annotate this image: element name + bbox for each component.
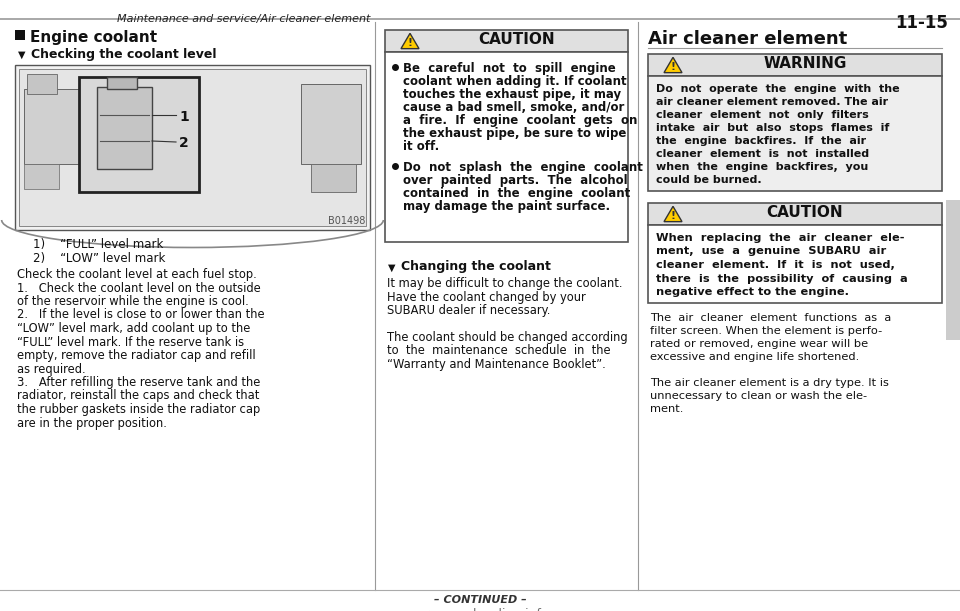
Bar	[107, 77, 137, 89]
Text: B01498: B01498	[327, 216, 365, 226]
Text: cause a bad smell, smoke, and/or: cause a bad smell, smoke, and/or	[403, 101, 624, 114]
Text: of the reservoir while the engine is cool.: of the reservoir while the engine is coo…	[17, 295, 249, 308]
Polygon shape	[401, 34, 419, 49]
Text: carmanualsonline.info: carmanualsonline.info	[411, 608, 549, 611]
Text: could be burned.: could be burned.	[656, 175, 761, 185]
Text: Checking the coolant level: Checking the coolant level	[31, 48, 217, 61]
Bar	[946, 200, 960, 340]
Text: 3.   After refilling the reserve tank and the: 3. After refilling the reserve tank and …	[17, 376, 260, 389]
Text: the  engine  backfires.  If  the  air: the engine backfires. If the air	[656, 136, 866, 146]
Text: Do  not  splash  the  engine  coolant: Do not splash the engine coolant	[403, 161, 643, 174]
Bar	[385, 30, 628, 52]
Text: 2.   If the level is close to or lower than the: 2. If the level is close to or lower tha…	[17, 309, 265, 321]
Text: negative effect to the engine.: negative effect to the engine.	[656, 287, 849, 297]
Text: filter screen. When the element is perfo-: filter screen. When the element is perfo…	[650, 326, 882, 336]
Bar	[24, 164, 59, 189]
Polygon shape	[664, 57, 682, 73]
Text: rated or removed, engine wear will be: rated or removed, engine wear will be	[650, 339, 868, 349]
Bar	[97, 87, 152, 169]
Bar	[79, 77, 199, 192]
Bar	[648, 76, 942, 191]
Text: 11-15: 11-15	[895, 14, 948, 32]
Text: 2)    “LOW” level mark: 2) “LOW” level mark	[33, 252, 165, 265]
Bar	[648, 225, 942, 303]
Text: “Warranty and Maintenance Booklet”.: “Warranty and Maintenance Booklet”.	[387, 358, 606, 371]
Text: Maintenance and service/Air cleaner element: Maintenance and service/Air cleaner elem…	[116, 14, 370, 24]
Text: ment,  use  a  genuine  SUBARU  air: ment, use a genuine SUBARU air	[656, 246, 886, 257]
Text: CAUTION: CAUTION	[478, 32, 555, 47]
Text: !: !	[671, 211, 676, 221]
Polygon shape	[664, 207, 682, 222]
Text: !: !	[671, 62, 676, 72]
Text: 1)    “FULL” level mark: 1) “FULL” level mark	[33, 238, 163, 251]
Text: excessive and engine life shortened.: excessive and engine life shortened.	[650, 352, 859, 362]
Text: ▼: ▼	[18, 50, 26, 60]
Text: Check the coolant level at each fuel stop.: Check the coolant level at each fuel sto…	[17, 268, 256, 281]
Text: Changing the coolant: Changing the coolant	[401, 260, 551, 273]
Text: there  is  the  possibility  of  causing  a: there is the possibility of causing a	[656, 274, 908, 284]
Text: “FULL” level mark. If the reserve tank is: “FULL” level mark. If the reserve tank i…	[17, 335, 244, 348]
Bar	[15, 30, 25, 40]
Text: a  fire.  If  engine  coolant  gets  on: a fire. If engine coolant gets on	[403, 114, 637, 127]
Text: the rubber gaskets inside the radiator cap: the rubber gaskets inside the radiator c…	[17, 403, 260, 416]
Bar	[0, 18, 960, 20]
Text: over  painted  parts.  The  alcohol: over painted parts. The alcohol	[403, 174, 628, 187]
Text: cleaner  element  not  only  filters: cleaner element not only filters	[656, 110, 869, 120]
Text: It may be difficult to change the coolant.: It may be difficult to change the coolan…	[387, 277, 622, 290]
Text: as required.: as required.	[17, 362, 85, 376]
Text: empty, remove the radiator cap and refill: empty, remove the radiator cap and refil…	[17, 349, 255, 362]
Text: Air cleaner element: Air cleaner element	[648, 30, 848, 48]
Text: 1: 1	[179, 110, 189, 124]
Text: SUBARU dealer if necessary.: SUBARU dealer if necessary.	[387, 304, 550, 317]
Text: to  the  maintenance  schedule  in  the: to the maintenance schedule in the	[387, 345, 611, 357]
Text: Do  not  operate  the  engine  with  the: Do not operate the engine with the	[656, 84, 900, 94]
Text: the exhaust pipe, be sure to wipe: the exhaust pipe, be sure to wipe	[403, 127, 626, 140]
Text: 2: 2	[179, 136, 189, 150]
Text: WARNING: WARNING	[763, 56, 847, 71]
Text: – CONTINUED –: – CONTINUED –	[434, 595, 526, 605]
Text: air cleaner element removed. The air: air cleaner element removed. The air	[656, 97, 888, 107]
Text: it off.: it off.	[403, 140, 440, 153]
Text: CAUTION: CAUTION	[767, 205, 843, 220]
Text: The coolant should be changed according: The coolant should be changed according	[387, 331, 628, 344]
Bar	[19, 69, 366, 226]
Text: 1.   Check the coolant level on the outside: 1. Check the coolant level on the outsid…	[17, 282, 261, 295]
Bar	[27, 74, 57, 94]
Text: are in the proper position.: are in the proper position.	[17, 417, 167, 430]
Text: intake  air  but  also  stops  flames  if: intake air but also stops flames if	[656, 123, 889, 133]
Bar	[385, 52, 628, 242]
Text: ment.: ment.	[650, 404, 684, 414]
Text: !: !	[408, 38, 413, 48]
Text: When  replacing  the  air  cleaner  ele-: When replacing the air cleaner ele-	[656, 233, 904, 243]
Text: The air cleaner element is a dry type. It is: The air cleaner element is a dry type. I…	[650, 378, 889, 388]
Text: radiator, reinstall the caps and check that: radiator, reinstall the caps and check t…	[17, 389, 259, 403]
Text: ▼: ▼	[388, 263, 396, 273]
Bar	[15, 65, 370, 230]
Text: contained  in  the  engine  coolant: contained in the engine coolant	[403, 187, 631, 200]
Bar	[24, 89, 79, 164]
Text: Be  careful  not  to  spill  engine: Be careful not to spill engine	[403, 62, 615, 75]
Bar	[311, 164, 356, 192]
Text: unnecessary to clean or wash the ele-: unnecessary to clean or wash the ele-	[650, 391, 867, 401]
Text: The  air  cleaner  element  functions  as  a: The air cleaner element functions as a	[650, 313, 891, 323]
Text: cleaner  element  is  not  installed: cleaner element is not installed	[656, 149, 869, 159]
Text: “LOW” level mark, add coolant up to the: “LOW” level mark, add coolant up to the	[17, 322, 251, 335]
Text: Engine coolant: Engine coolant	[30, 30, 157, 45]
Text: coolant when adding it. If coolant: coolant when adding it. If coolant	[403, 75, 627, 88]
Text: cleaner  element.  If  it  is  not  used,: cleaner element. If it is not used,	[656, 260, 895, 270]
Bar	[648, 54, 942, 76]
Text: touches the exhaust pipe, it may: touches the exhaust pipe, it may	[403, 88, 621, 101]
Text: may damage the paint surface.: may damage the paint surface.	[403, 200, 611, 213]
Text: when  the  engine  backfires,  you: when the engine backfires, you	[656, 162, 868, 172]
Text: Have the coolant changed by your: Have the coolant changed by your	[387, 290, 586, 304]
Bar	[648, 203, 942, 225]
Bar	[301, 84, 361, 164]
